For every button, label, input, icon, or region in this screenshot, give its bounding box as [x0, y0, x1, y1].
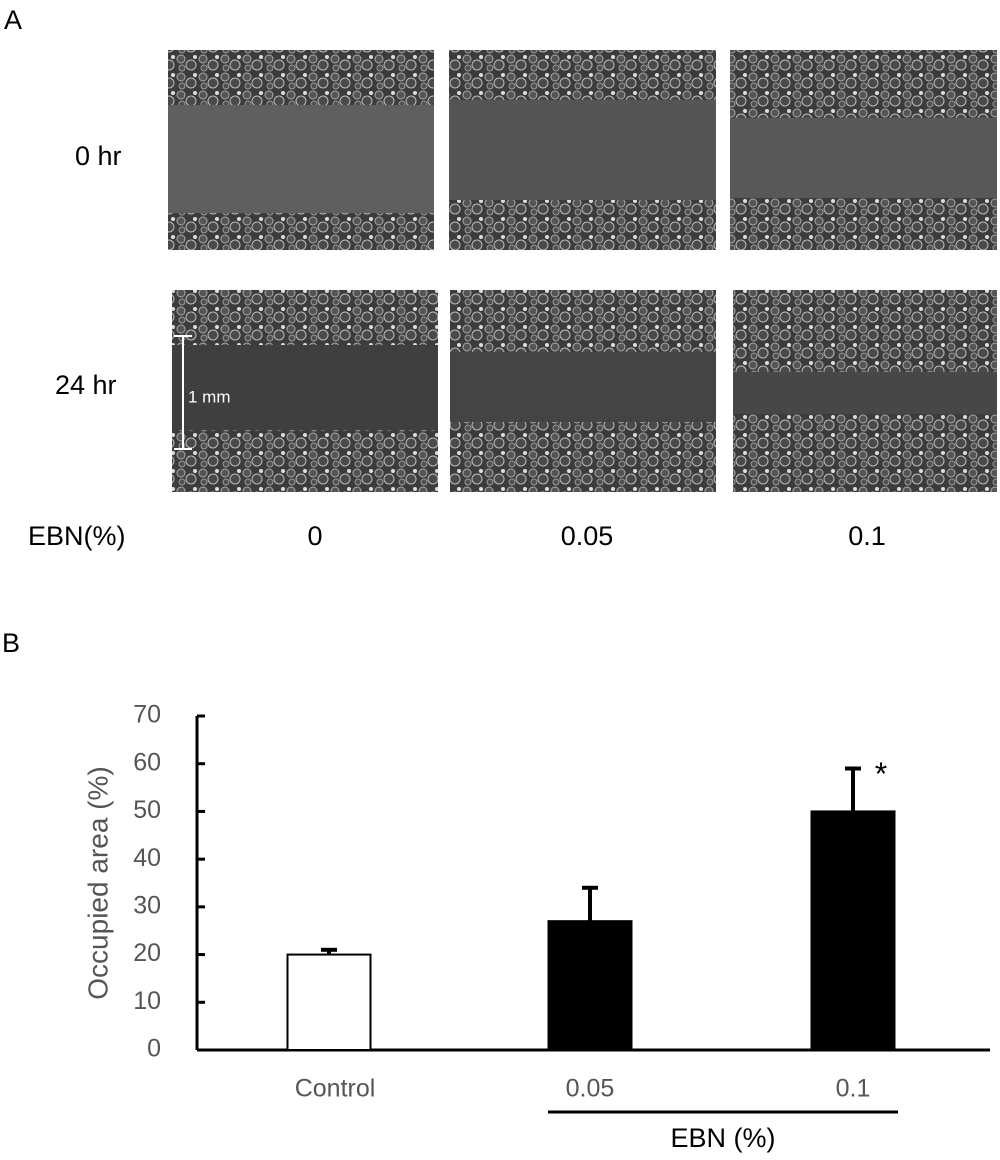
- x-tick-label: Control: [295, 1075, 376, 1103]
- y-tick-label: 20: [133, 939, 161, 967]
- y-tick-label: 70: [133, 701, 161, 729]
- annotation: *: [875, 756, 887, 792]
- axis-label: EBN(%): [28, 521, 126, 551]
- bar: [547, 920, 633, 1052]
- group-label: EBN (%): [670, 1123, 775, 1153]
- scale-label: 1 mm: [188, 387, 231, 406]
- x-tick-label: 0.1: [836, 1075, 871, 1103]
- row-label: 0 hr: [75, 141, 122, 171]
- y-tick-label: 50: [133, 796, 161, 824]
- y-tick-label: 40: [133, 844, 161, 872]
- y-tick-label: 30: [133, 891, 161, 919]
- column-label: 0: [307, 521, 322, 551]
- x-tick-label: 0.05: [566, 1075, 615, 1103]
- column-label: 0.1: [848, 521, 886, 551]
- y-tick-label: 60: [133, 748, 161, 776]
- panel-label: A: [4, 5, 22, 35]
- row-label: 24 hr: [55, 370, 117, 400]
- micrographs: [168, 50, 997, 492]
- panel-label: B: [2, 628, 20, 658]
- y-tick-label: 10: [133, 987, 161, 1015]
- y-axis-label: Occupied area (%): [82, 766, 113, 999]
- bar: [286, 953, 372, 1051]
- y-tick-label: 0: [147, 1035, 161, 1063]
- bar: [810, 810, 896, 1052]
- column-label: 0.05: [561, 521, 614, 551]
